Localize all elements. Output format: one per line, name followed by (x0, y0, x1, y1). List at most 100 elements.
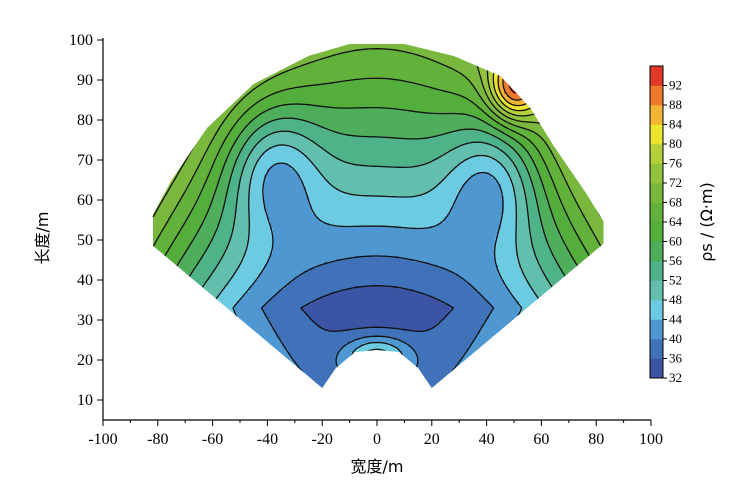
heat-cell (579, 85, 583, 89)
heat-cell (588, 100, 592, 104)
heat-cell (492, 61, 496, 65)
heat-cell (210, 85, 214, 89)
heat-cell (591, 88, 595, 92)
heat-cell (558, 103, 562, 107)
heat-cell (495, 64, 499, 68)
heat-cell (267, 112, 271, 116)
heat-cell (336, 112, 340, 116)
heat-cell (345, 58, 349, 62)
heat-cell (537, 46, 541, 50)
heat-cell (477, 94, 481, 98)
heat-cell (240, 100, 244, 104)
heat-cell (351, 127, 355, 131)
heat-cell (552, 79, 556, 83)
heat-cell (486, 64, 490, 68)
heat-cell (270, 85, 274, 89)
heat-cell (180, 82, 184, 86)
heat-cell (225, 118, 229, 122)
heat-cell (327, 46, 331, 50)
heat-cell (225, 112, 229, 116)
heat-cell (246, 106, 250, 110)
heat-cell (369, 136, 373, 140)
heat-cell (357, 136, 361, 140)
heat-cell (336, 46, 340, 50)
heat-cell (240, 58, 244, 62)
heat-cell (486, 40, 490, 44)
heat-cell (222, 52, 226, 56)
heat-cell (450, 76, 454, 80)
heat-cell (165, 82, 169, 86)
heat-cell (213, 44, 217, 47)
heat-cell (495, 124, 499, 128)
heat-cell (564, 115, 568, 119)
heat-cell (180, 61, 184, 65)
heat-cell (570, 52, 574, 56)
heat-cell (261, 136, 265, 140)
heat-cell (192, 88, 196, 92)
heat-cell (342, 40, 346, 44)
heat-cell (594, 67, 598, 71)
heat-cell (459, 85, 463, 89)
heat-cell (546, 82, 550, 86)
heat-cell (228, 79, 232, 83)
heat-cell (252, 94, 256, 98)
heat-cell (174, 70, 178, 74)
heat-cell (204, 133, 208, 137)
heat-cell (507, 52, 511, 56)
heat-cell (417, 40, 421, 44)
heat-cell (501, 121, 505, 125)
heat-cell (414, 46, 418, 50)
heat-cell (174, 73, 178, 77)
heat-cell (306, 82, 310, 86)
heat-cell (201, 67, 205, 71)
heat-cell (252, 112, 256, 116)
heat-cell (258, 136, 262, 140)
heat-cell (378, 109, 382, 113)
heat-cell (252, 67, 256, 71)
heat-cell (219, 70, 223, 74)
heat-cell (408, 94, 412, 98)
heat-cell (387, 70, 391, 74)
heat-cell (222, 127, 226, 131)
heat-cell (435, 55, 439, 59)
heat-cell (258, 121, 262, 125)
heat-cell (357, 64, 361, 68)
heat-cell (306, 88, 310, 92)
heat-cell (414, 97, 418, 101)
heat-cell (177, 58, 181, 62)
heat-cell (174, 139, 178, 143)
heat-cell (177, 82, 181, 86)
heat-cell (558, 49, 562, 53)
heat-cell (255, 112, 259, 116)
heat-cell (333, 88, 337, 92)
heat-cell (327, 88, 331, 92)
heat-cell (531, 73, 535, 77)
heat-cell (318, 106, 322, 110)
heat-cell (168, 103, 172, 107)
heat-cell (285, 40, 289, 44)
heat-cell (237, 121, 241, 125)
heat-cell (444, 121, 448, 125)
heat-cell (213, 82, 217, 86)
heat-cell (576, 133, 580, 137)
heat-cell (534, 118, 538, 122)
heat-cell (441, 97, 445, 101)
heat-cell (579, 55, 583, 59)
heat-cell (447, 64, 451, 68)
heat-cell (393, 73, 397, 77)
heat-cell (393, 58, 397, 62)
heat-cell (231, 133, 235, 137)
heat-cell (441, 115, 445, 119)
heat-cell (504, 73, 508, 77)
heat-cell (477, 109, 481, 113)
heat-cell (258, 106, 262, 110)
heat-cell (348, 64, 352, 68)
heat-cell (333, 82, 337, 86)
heat-cell (579, 118, 583, 122)
heat-cell (183, 115, 187, 119)
heat-cell (297, 46, 301, 50)
heat-cell (189, 46, 193, 50)
heat-cell (306, 112, 310, 116)
heat-cell (264, 88, 268, 92)
heat-cell (321, 46, 325, 50)
